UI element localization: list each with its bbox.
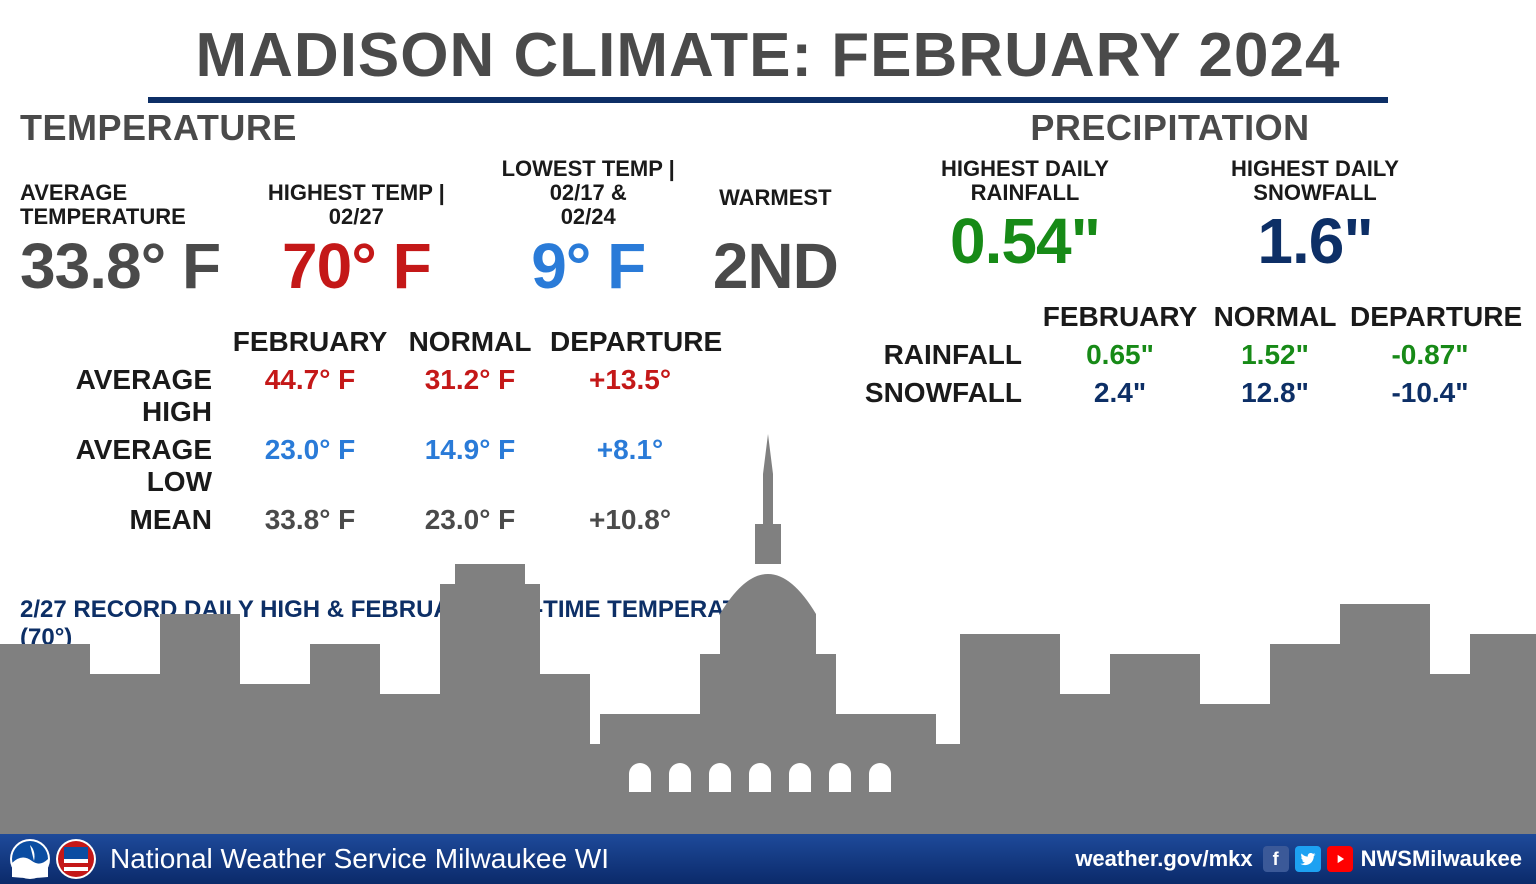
footer-org: National Weather Service Milwaukee WI bbox=[110, 843, 609, 875]
rain-value: 0.54" bbox=[900, 209, 1150, 273]
temperature-table: February Normal Departure Average High 4… bbox=[20, 326, 840, 536]
temp-row1-label: Average Low bbox=[20, 434, 230, 498]
avg-temp-label: Average Temperature bbox=[20, 181, 229, 229]
warmest-value: 2ND bbox=[711, 234, 840, 298]
footer-logos bbox=[10, 839, 96, 879]
precip-row1-label: Snowfall bbox=[860, 377, 1040, 409]
precipitation-table: February Normal Departure Rainfall 0.65"… bbox=[860, 301, 1500, 409]
precip-row0-feb: 0.65" bbox=[1040, 339, 1200, 371]
noaa-logo-icon bbox=[10, 839, 50, 879]
temp-col-normal: Normal bbox=[390, 326, 550, 358]
precip-row0-dep: -0.87" bbox=[1350, 339, 1510, 371]
footer-handle: NWSMilwaukee bbox=[1361, 846, 1522, 872]
footer-social: f bbox=[1263, 846, 1353, 872]
highest-temp-box: Highest Temp | 02/27 70° F bbox=[247, 181, 466, 297]
youtube-icon bbox=[1327, 846, 1353, 872]
temp-row0-label: Average High bbox=[20, 364, 230, 428]
temperature-section: Temperature Average Temperature 33.8° F … bbox=[20, 107, 840, 652]
lowest-temp-value: 9° F bbox=[484, 234, 693, 298]
precip-row1-feb: 2.4" bbox=[1040, 377, 1200, 409]
precipitation-header: Precipitation bbox=[840, 107, 1500, 149]
temp-row0-feb: 44.7° F bbox=[230, 364, 390, 428]
temperature-big-row: Average Temperature 33.8° F Highest Temp… bbox=[20, 157, 840, 298]
rain-label: Highest Daily Rainfall bbox=[900, 157, 1150, 205]
temp-row0-dep: +13.5° bbox=[550, 364, 710, 428]
footer-bar: National Weather Service Milwaukee WI we… bbox=[0, 834, 1536, 884]
precip-row0-normal: 1.52" bbox=[1200, 339, 1350, 371]
precip-row1-normal: 12.8" bbox=[1200, 377, 1350, 409]
temp-row0-normal: 31.2° F bbox=[390, 364, 550, 428]
temp-row1-normal: 14.9° F bbox=[390, 434, 550, 498]
precip-col-dep: Departure bbox=[1350, 301, 1510, 333]
temp-row2-normal: 23.0° F bbox=[390, 504, 550, 536]
twitter-icon bbox=[1295, 846, 1321, 872]
record-note: 2/27 record daily high & February all-ti… bbox=[20, 596, 840, 652]
footer-url: weather.gov/mkx bbox=[1075, 846, 1252, 872]
facebook-icon: f bbox=[1263, 846, 1289, 872]
lowest-temp-label: Lowest Temp | 02/17 & 02/24 bbox=[484, 157, 693, 230]
temp-row2-feb: 33.8° F bbox=[230, 504, 390, 536]
temperature-header: Temperature bbox=[20, 107, 840, 149]
avg-temp-value: 33.8° F bbox=[20, 234, 229, 298]
snow-label: Highest Daily Snowfall bbox=[1190, 157, 1440, 205]
temp-row2-label: Mean bbox=[20, 504, 230, 536]
page-title: MADISON CLIMATE: FEBRUARY 2024 bbox=[0, 20, 1536, 91]
temp-col-feb: February bbox=[230, 326, 390, 358]
nws-logo-icon bbox=[56, 839, 96, 879]
lowest-temp-label-l1: Lowest Temp | 02/17 & bbox=[502, 156, 675, 205]
temp-col-dep: Departure bbox=[550, 326, 710, 358]
temp-row1-dep: +8.1° bbox=[550, 434, 710, 498]
content: Temperature Average Temperature 33.8° F … bbox=[0, 103, 1536, 113]
temp-row1-feb: 23.0° F bbox=[230, 434, 390, 498]
precip-col-normal: Normal bbox=[1200, 301, 1350, 333]
highest-temp-value: 70° F bbox=[247, 234, 466, 298]
precip-col-feb: February bbox=[1040, 301, 1200, 333]
snow-value: 1.6" bbox=[1190, 209, 1440, 273]
highest-temp-label: Highest Temp | 02/27 bbox=[247, 181, 466, 229]
temp-row2-dep: +10.8° bbox=[550, 504, 710, 536]
snow-box: Highest Daily Snowfall 1.6" bbox=[1190, 157, 1440, 273]
warmest-label: Warmest bbox=[711, 186, 840, 230]
warmest-box: Warmest 2ND bbox=[711, 186, 840, 298]
rain-box: Highest Daily Rainfall 0.54" bbox=[900, 157, 1150, 273]
lowest-temp-box: Lowest Temp | 02/17 & 02/24 9° F bbox=[484, 157, 693, 298]
precip-big-row: Highest Daily Rainfall 0.54" Highest Dai… bbox=[900, 157, 1500, 273]
avg-temp-box: Average Temperature 33.8° F bbox=[20, 181, 229, 297]
lowest-temp-label-l2: 02/24 bbox=[561, 204, 616, 229]
precipitation-section: Precipitation Highest Daily Rainfall 0.5… bbox=[860, 107, 1500, 409]
precip-row0-label: Rainfall bbox=[860, 339, 1040, 371]
precip-row1-dep: -10.4" bbox=[1350, 377, 1510, 409]
